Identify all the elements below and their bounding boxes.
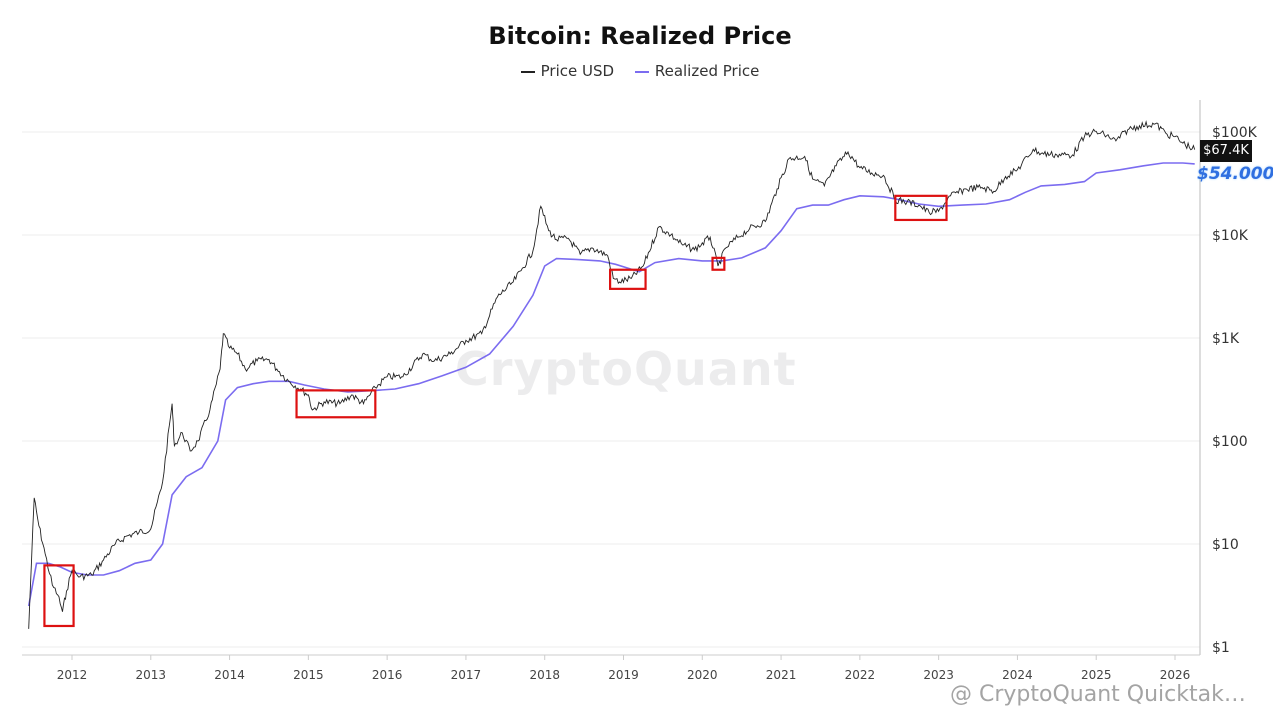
chart-title: Bitcoin: Realized Price <box>488 22 792 50</box>
x-tick-label: 2026 <box>1160 668 1191 682</box>
legend-item-realized[interactable]: Realized Price <box>634 62 760 80</box>
y-tick-label: $100K <box>1212 125 1258 141</box>
x-tick-label: 2020 <box>687 668 718 682</box>
highlight-box <box>894 194 948 222</box>
x-tick-label: 2021 <box>766 668 797 682</box>
legend-swatch-price <box>520 70 535 73</box>
last-price-tag: $67.4K <box>1200 140 1252 162</box>
x-tick-label: 2025 <box>1081 668 1112 682</box>
chart-legend: Price USD Realized Price <box>0 62 1280 80</box>
x-tick-label: 2019 <box>608 668 639 682</box>
legend-label-price: Price USD <box>540 62 615 80</box>
legend-swatch-realized <box>634 70 649 73</box>
x-tick-label: 2022 <box>845 668 876 682</box>
legend-item-price[interactable]: Price USD <box>520 62 615 80</box>
x-tick-label: 2024 <box>1002 668 1033 682</box>
x-tick-label: 2015 <box>293 668 324 682</box>
price-usd-line <box>28 120 1196 629</box>
x-tick-label: 2018 <box>529 668 560 682</box>
x-tick-label: 2013 <box>136 668 167 682</box>
legend-label-realized: Realized Price <box>654 62 760 80</box>
y-tick-label: $100 <box>1212 434 1248 450</box>
y-tick-label: $1 <box>1212 640 1230 656</box>
x-tick-label: 2023 <box>923 668 954 682</box>
x-tick-label: 2012 <box>57 668 88 682</box>
y-tick-label: $10K <box>1212 228 1249 244</box>
highlight-box <box>711 256 726 271</box>
x-tick-label: 2017 <box>451 668 482 682</box>
highlight-box <box>609 268 647 290</box>
realized-price-tag: $54.000 <box>1197 164 1273 184</box>
y-tick-label: $1K <box>1212 331 1240 347</box>
highlight-box <box>295 389 377 419</box>
watermark: CryptoQuant <box>455 342 797 396</box>
x-tick-label: 2014 <box>214 668 245 682</box>
x-tick-label: 2016 <box>372 668 403 682</box>
footer-watermark: @ CryptoQuant Quicktak… <box>950 682 1246 707</box>
y-tick-label: $10 <box>1212 537 1239 553</box>
highlight-box <box>43 564 75 628</box>
realized-price-line <box>27 162 1195 607</box>
